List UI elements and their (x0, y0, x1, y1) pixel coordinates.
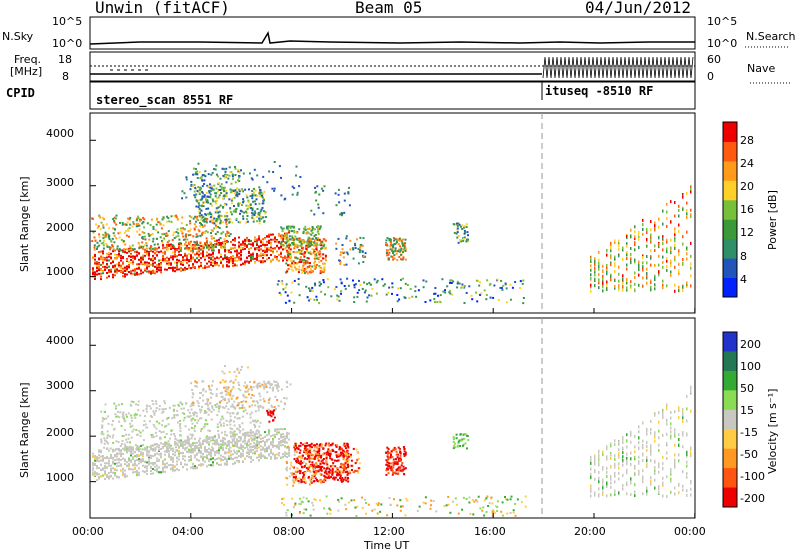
velocity-ytick-1000: 1000 (46, 471, 74, 484)
velocity-colorbar-segment (723, 332, 737, 352)
power-cbar-tick-4: 4 (740, 273, 747, 286)
velocity-colorbar-segment (723, 468, 737, 489)
nave-oscillation (542, 56, 694, 79)
power-ytick-1000: 1000 (46, 265, 74, 278)
velocity-cbar-tick-100: 100 (740, 360, 761, 373)
freq-label: Freq. (14, 53, 42, 66)
nave-tick-top: 60 (707, 53, 721, 66)
nsky-trace (89, 30, 695, 45)
velocity-colorbar-segment (723, 429, 737, 450)
beam-title: Beam 05 (355, 0, 423, 17)
xtick-1600: 16:00 (474, 525, 506, 538)
power-cbar-tick-12: 12 (740, 226, 754, 239)
nsearch-tick-bottom: 10^0 (707, 37, 738, 50)
power-colorbar-segment (723, 180, 737, 201)
velocity-colorbar-segment (723, 487, 737, 508)
nave-trace-right (542, 56, 694, 79)
power-ytick-2000: 2000 (46, 221, 74, 234)
velocity-colorbar-segment (723, 448, 737, 469)
xtick-0800: 08:00 (273, 525, 305, 538)
nsky-strip (89, 16, 696, 50)
freq-tick-top: 18 (58, 53, 72, 66)
power-colorbar-segment (723, 238, 737, 259)
nave-label: Nave (747, 62, 776, 75)
velocity-cbar-tick-m100: -100 (740, 470, 765, 483)
xaxis-label: Time UT (364, 539, 410, 552)
power-cbar-tick-28: 28 (740, 134, 754, 147)
velocity-colorbar (723, 332, 737, 508)
velocity-colorbar-segment (723, 351, 737, 372)
nsearch-label: N.Search (746, 30, 796, 43)
cpid-stereo-scan: stereo_scan 8551 RF (96, 93, 234, 107)
nave-tick-bottom: 0 (707, 70, 714, 83)
xtick-2000: 20:00 (574, 525, 606, 538)
xtick-0400: 04:00 (172, 525, 204, 538)
power-colorbar-segment (723, 199, 737, 220)
power-colorbar-segment (723, 277, 737, 298)
power-colorbar-segment (723, 219, 737, 240)
freq-tick-bottom: 8 (62, 70, 69, 83)
velocity-ytick-2000: 2000 (46, 426, 74, 439)
power-ytick-4000: 4000 (46, 127, 74, 140)
velocity-colorbar-segment (723, 390, 737, 411)
power-ytick-3000: 3000 (46, 176, 74, 189)
nsky-label: N.Sky (2, 30, 34, 43)
power-colorbar-segment (723, 160, 737, 181)
xtick-0000: 00:00 (72, 525, 104, 538)
nsky-tick-top: 10^5 (52, 15, 83, 28)
velocity-ytick-4000: 4000 (46, 334, 74, 347)
power-cbar-tick-24: 24 (740, 157, 754, 170)
station-title: Unwin (fitACF) (95, 0, 230, 17)
velocity-panel-frame (89, 317, 696, 519)
power-cbar-tick-16: 16 (740, 203, 754, 216)
velocity-colorbar-segment (723, 409, 737, 430)
velocity-colorbar-frame (722, 331, 738, 508)
date-title: 04/Jun/2012 (585, 0, 691, 17)
power-scatter (91, 161, 692, 305)
freq-unit-label: [MHz] (10, 65, 43, 78)
power-colorbar (723, 122, 737, 298)
cpid-ituseq: ituseq -8510 RF (545, 84, 654, 98)
cpid-label: CPID (6, 86, 35, 100)
velocity-cbar-tick-50: 50 (740, 382, 754, 395)
velocity-ytick-3000: 3000 (46, 379, 74, 392)
nsky-tick-bottom: 10^0 (52, 37, 83, 50)
velocity-cbar-tick-m50: -50 (740, 448, 758, 461)
xtick-2400: 00:00 (674, 525, 706, 538)
velocity-scatter (92, 365, 692, 517)
nsearch-tick-top: 10^5 (707, 15, 738, 28)
velocity-colorbar-segment (723, 370, 737, 391)
power-colorbar-frame (722, 121, 738, 298)
power-colorbar-segment (723, 122, 737, 142)
axis-ticks (89, 139, 696, 518)
velocity-cbar-tick-m15: -15 (740, 426, 758, 439)
cpid-strip (89, 81, 696, 110)
velocity-cbar-tick-m200: -200 (740, 492, 765, 505)
power-colorbar-segment (723, 141, 737, 162)
power-cbar-tick-8: 8 (740, 250, 747, 263)
power-cbar-tick-20: 20 (740, 180, 754, 193)
power-colorbar-segment (723, 258, 737, 279)
velocity-cbar-tick-200: 200 (740, 338, 761, 351)
velocity-cbar-tick-15: 15 (740, 404, 754, 417)
xtick-1200: 12:00 (373, 525, 405, 538)
